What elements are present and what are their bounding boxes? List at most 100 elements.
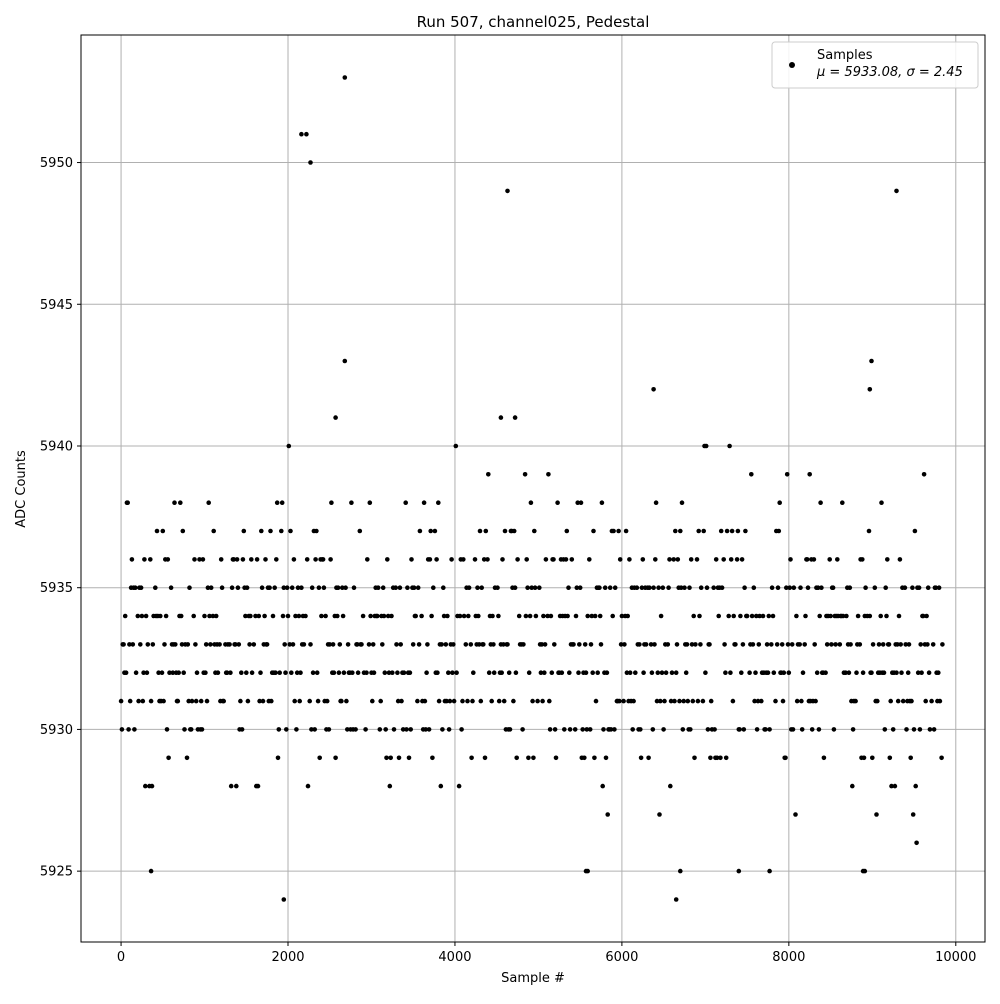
sample-point [790,727,796,732]
sample-point [923,698,928,704]
sample-point [583,670,589,675]
sample-point [180,528,186,534]
sample-point [317,755,323,761]
sample-point [598,642,604,647]
sample-point [591,528,596,534]
sample-point [308,642,313,647]
sample-point [553,755,559,761]
sample-point [920,613,926,619]
outlier-point [342,75,348,80]
sample-point [869,670,874,675]
sample-point [599,500,605,506]
sample-point [739,557,745,562]
sample-point [240,557,246,562]
sample-point [483,528,489,534]
sample-point [378,698,384,704]
sample-point [665,642,671,647]
sample-point [783,755,788,761]
sample-point [389,613,394,619]
sample-point [584,727,590,732]
sample-point [799,698,804,704]
sample-point [755,698,761,704]
sample-point [574,585,580,590]
outlier-point [767,868,772,874]
sample-point [627,557,632,562]
sample-point [324,698,330,704]
sample-point [254,557,260,562]
sample-point [872,585,878,590]
sample-point [453,443,459,449]
sample-point [359,642,364,647]
sample-point [515,557,520,562]
sample-point [640,557,646,562]
sample-point [695,698,701,704]
sample-point [530,698,535,704]
sample-point [381,613,387,619]
sample-point [881,670,887,675]
x-tick-label: 10000 [935,950,976,965]
sample-point [532,528,537,534]
sample-point [501,642,506,647]
sample-point [277,670,283,675]
sample-point [917,727,923,732]
sample-point [489,698,495,704]
sample-point [652,642,657,647]
sample-point [555,500,560,506]
sample-point [142,557,147,562]
sample-point [397,585,403,590]
sample-point [637,642,642,647]
sample-point [380,642,385,647]
sample-point [776,528,782,534]
sample-point [910,585,915,590]
sample-point [727,443,732,449]
sample-point [436,698,442,704]
sample-point [435,670,440,675]
sample-point [411,585,417,590]
sample-point [459,727,464,732]
sample-point [888,698,893,704]
sample-point [809,727,815,732]
sample-point [831,727,837,732]
sample-point [345,727,350,732]
sample-point [592,755,597,761]
sample-point [423,727,429,732]
sample-point [215,670,221,675]
sample-point [688,727,693,732]
sample-point [531,755,536,761]
sample-point [476,613,481,619]
sample-point [577,585,583,590]
sample-point [939,755,944,761]
sample-point [471,670,476,675]
sample-point [499,670,505,675]
sample-point [340,613,346,619]
sample-point [236,642,242,647]
sample-point [542,670,547,675]
sample-point [228,783,234,789]
sample-point [258,670,263,675]
sample-point [566,585,571,590]
sample-point [610,613,615,619]
sample-point [933,585,939,590]
sample-point [764,642,770,647]
sample-point [735,528,741,534]
sample-point [714,755,720,761]
sample-point [262,613,267,619]
sample-point [457,613,463,619]
sample-point [726,613,731,619]
sample-point [547,727,553,732]
plot-frame [80,34,986,943]
sample-point [466,585,472,590]
sample-point [601,727,606,732]
sample-point [625,613,630,619]
sample-point [274,500,280,506]
outlier-point [894,188,899,194]
sample-point [563,557,569,562]
sample-point [422,698,428,704]
sample-point [733,642,738,647]
sample-point [314,528,319,534]
sample-point [757,613,762,619]
sample-point [406,755,412,761]
sample-point [749,472,754,477]
sample-point [641,670,646,675]
sample-point [940,642,945,647]
